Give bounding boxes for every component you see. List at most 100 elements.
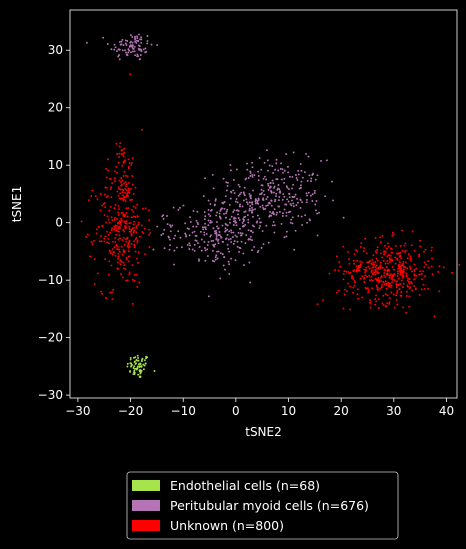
data-point: [351, 275, 354, 278]
data-point: [142, 368, 145, 371]
data-point: [383, 269, 386, 272]
data-point: [146, 356, 149, 359]
data-point: [386, 270, 389, 273]
data-point: [127, 51, 130, 54]
data-point: [394, 245, 397, 248]
data-point: [261, 230, 264, 233]
data-point: [239, 232, 242, 234]
data-point: [251, 203, 254, 206]
data-point: [390, 284, 393, 287]
data-point: [355, 269, 358, 272]
data-point: [143, 359, 146, 362]
data-point: [344, 288, 347, 291]
data-point: [121, 219, 123, 222]
data-point: [128, 230, 131, 233]
data-point: [269, 182, 272, 184]
data-point: [349, 285, 352, 288]
data-point: [397, 265, 400, 268]
data-point: [132, 205, 135, 208]
data-point: [251, 249, 254, 252]
data-point: [148, 246, 151, 248]
data-point: [383, 274, 386, 277]
data-point: [108, 209, 111, 212]
data-point: [123, 182, 126, 185]
data-point: [100, 240, 103, 243]
data-point: [130, 232, 133, 235]
data-point: [177, 230, 180, 233]
data-point: [128, 271, 131, 274]
data-point: [177, 208, 180, 211]
data-point: [116, 190, 119, 193]
data-point: [239, 205, 241, 208]
data-point: [253, 174, 256, 177]
data-point: [385, 287, 388, 290]
data-point: [342, 216, 345, 219]
data-point: [231, 236, 234, 239]
data-point: [278, 210, 281, 213]
data-point: [224, 268, 226, 271]
data-point: [93, 282, 96, 285]
data-point: [189, 221, 192, 223]
data-point: [253, 225, 256, 228]
data-point: [234, 259, 237, 262]
data-point: [114, 180, 116, 183]
data-point: [247, 237, 250, 240]
data-point: [237, 231, 240, 234]
data-point: [120, 273, 123, 275]
data-point: [271, 212, 274, 215]
data-point: [139, 371, 142, 374]
data-point: [122, 267, 125, 270]
data-point: [313, 189, 316, 192]
data-point: [374, 273, 377, 276]
data-point: [371, 279, 374, 282]
data-point: [96, 272, 99, 275]
data-point: [122, 261, 125, 264]
data-point: [107, 169, 109, 172]
data-point: [173, 249, 176, 252]
data-point: [124, 188, 127, 191]
data-point: [362, 250, 365, 253]
data-point: [218, 231, 221, 233]
data-point: [176, 246, 178, 249]
legend-label: Unknown (n=800): [170, 518, 284, 533]
data-point: [119, 237, 121, 240]
data-point: [209, 235, 212, 238]
data-point: [230, 231, 233, 234]
data-point: [368, 274, 371, 277]
data-point: [118, 220, 121, 223]
data-point: [136, 367, 139, 370]
data-point: [299, 184, 302, 187]
data-point: [387, 245, 390, 248]
data-point: [233, 217, 236, 220]
data-point: [131, 44, 134, 47]
data-point: [390, 248, 393, 251]
data-point: [184, 222, 187, 225]
data-point: [212, 187, 215, 190]
legend-swatch: [132, 520, 160, 531]
data-point: [120, 40, 123, 43]
data-point: [113, 225, 116, 228]
data-point: [99, 193, 102, 195]
data-point: [273, 224, 276, 227]
data-point: [108, 177, 111, 180]
data-point: [342, 245, 345, 248]
data-point: [134, 40, 137, 43]
data-point: [226, 224, 229, 227]
data-point: [413, 278, 416, 281]
data-point: [112, 240, 115, 243]
data-point: [217, 238, 220, 241]
data-point: [117, 205, 120, 207]
data-point: [380, 280, 383, 282]
data-point: [431, 273, 434, 276]
data-point: [143, 227, 146, 230]
data-point: [133, 371, 135, 374]
data-point: [259, 224, 262, 227]
data-point: [275, 192, 278, 195]
data-point: [410, 244, 413, 247]
data-point: [222, 240, 225, 243]
data-point: [235, 221, 238, 224]
data-point: [230, 169, 232, 172]
data-point: [124, 39, 127, 42]
data-point: [215, 235, 218, 237]
data-point: [287, 211, 290, 214]
